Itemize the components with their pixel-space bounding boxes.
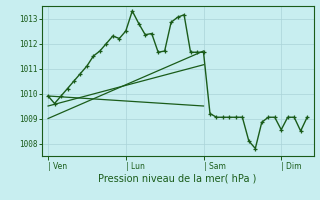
X-axis label: Pression niveau de la mer( hPa ): Pression niveau de la mer( hPa ) <box>99 173 257 183</box>
